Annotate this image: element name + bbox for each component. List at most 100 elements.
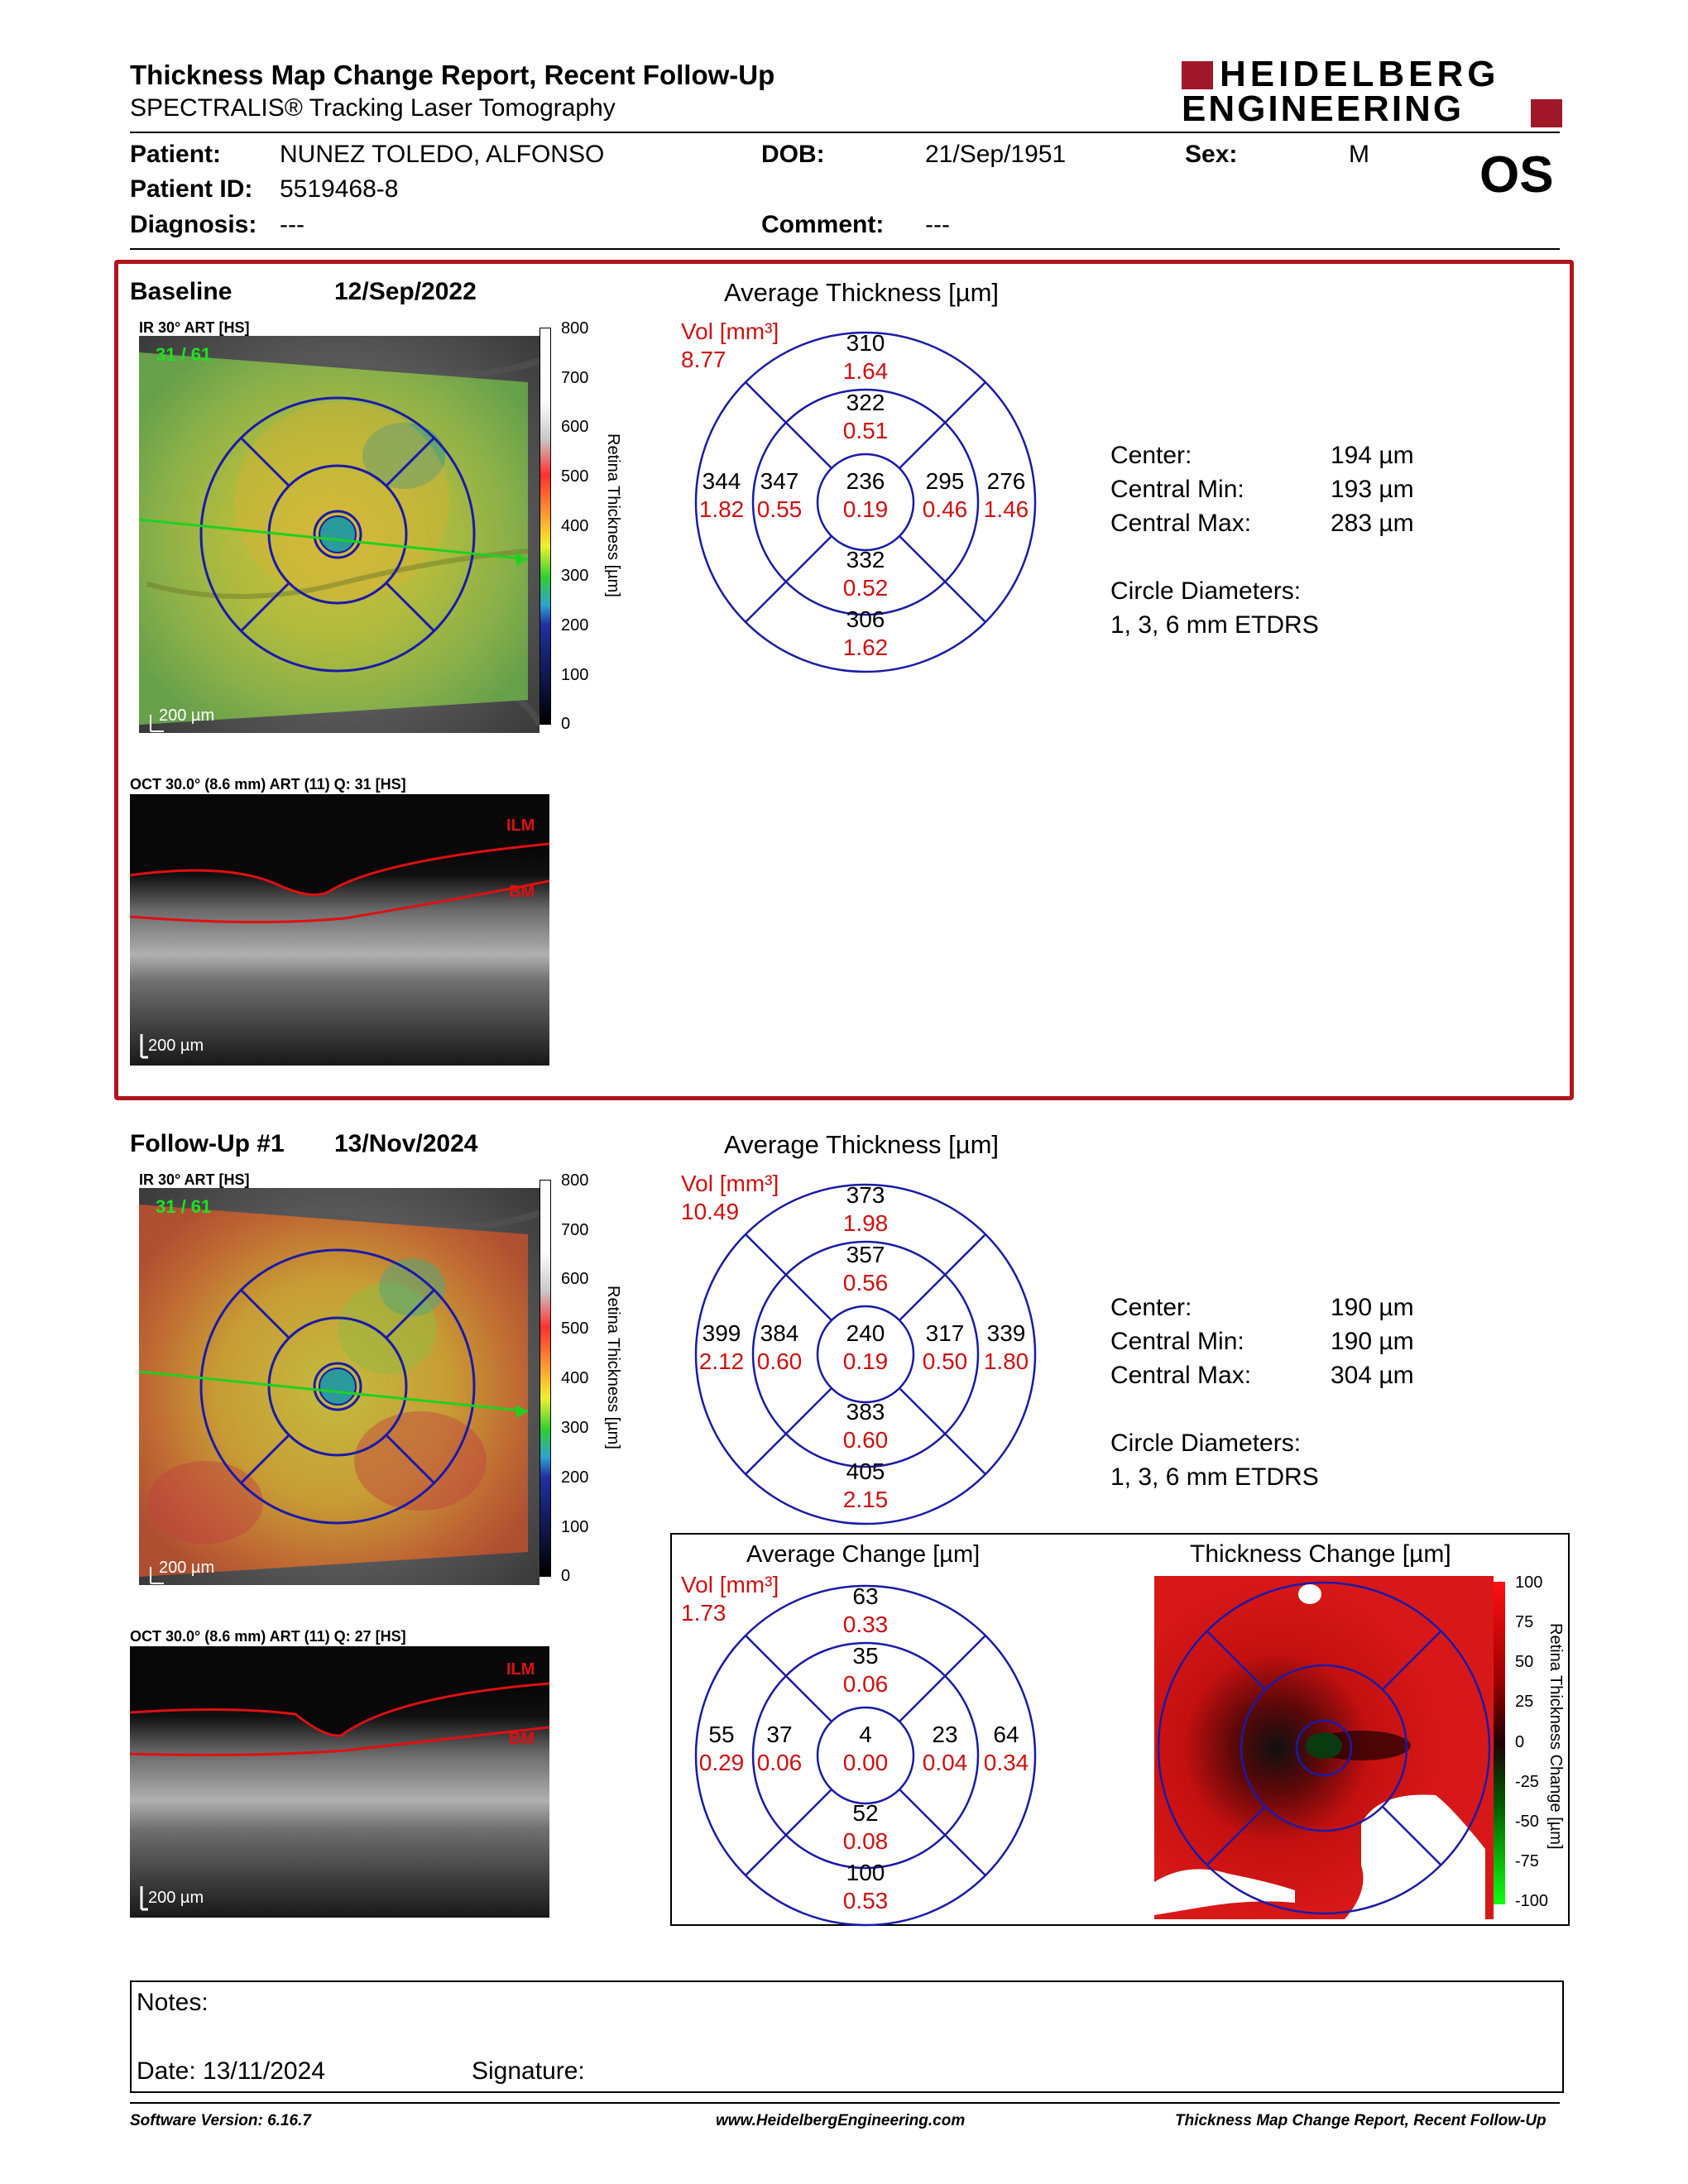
eye-label: OS xyxy=(1479,146,1554,204)
baseline-scale-bar: 200 µm xyxy=(159,706,214,725)
followup-oct-image: ILM BM 200 µm xyxy=(129,1646,550,1918)
patient-name: NUNEZ TOLEDO, ALFONSO xyxy=(280,141,605,168)
change-tick-minus25: -25 xyxy=(1515,1773,1539,1791)
tick-400: 400 xyxy=(561,517,589,535)
change-tick-25: 25 xyxy=(1515,1693,1534,1711)
change-inner-sup-thick: 35 xyxy=(852,1643,879,1669)
baseline-thickness-colorbar: 800 700 600 500 400 300 200 100 0 Retina… xyxy=(539,319,639,733)
sex-value: M xyxy=(1349,141,1369,168)
followup-inner-temp-thick: 384 xyxy=(760,1320,799,1346)
followup-outer-inf-vol: 2.15 xyxy=(842,1487,889,1512)
baseline-outer-temp-thick: 344 xyxy=(702,468,741,494)
followup-outer-nasal-thick: 339 xyxy=(986,1320,1026,1346)
baseline-circle-value: 1, 3, 6 mm ETDRS xyxy=(1110,611,1319,639)
change-etdrs-chart: Vol [mm³] 1.73 63 0.33 35 0.06 55 0.29 3… xyxy=(681,1572,1039,1928)
baseline-center-label: Center: xyxy=(1110,442,1192,469)
change-center-vol: 0.00 xyxy=(842,1750,889,1775)
baseline-frame xyxy=(114,260,1574,1100)
thickness-colorbar-gradient xyxy=(539,328,551,725)
footer-divider xyxy=(130,2102,1560,2104)
patient-id-label: Patient ID: xyxy=(130,175,253,203)
baseline-outer-sup-thick: 310 xyxy=(846,330,885,356)
tick-200: 200 xyxy=(561,616,589,635)
notes-box[interactable] xyxy=(130,1980,1564,2093)
baseline-oct-label: OCT 30.0° (8.6 mm) ART (11) Q: 31 [HS] xyxy=(130,776,406,793)
followup-scale-bar: 200 µm xyxy=(159,1559,214,1577)
followup-outer-inf-thick: 405 xyxy=(846,1458,885,1484)
thickness-colorbar-gradient xyxy=(539,1180,551,1577)
change-colorbar-title: Retina Thickness Change [µm] xyxy=(1547,1623,1565,1850)
change-outer-sup-thick: 63 xyxy=(852,1583,879,1609)
change-avg-title: Average Change [µm] xyxy=(746,1541,981,1568)
logo-text-line2: ENGINEERING xyxy=(1182,89,1465,129)
followup-vol-label: Vol [mm³] xyxy=(681,1171,779,1196)
tick-100: 100 xyxy=(561,1518,589,1536)
baseline-inner-sup-vol: 0.51 xyxy=(842,418,889,443)
change-outer-inf-thick: 100 xyxy=(846,1860,885,1885)
baseline-center-thick: 236 xyxy=(846,468,885,494)
patient-divider xyxy=(130,248,1560,250)
change-tick-minus75: -75 xyxy=(1515,1852,1539,1870)
footer-website[interactable]: www.HeidelbergEngineering.com xyxy=(716,2112,966,2129)
followup-max-value: 304 µm xyxy=(1331,1362,1414,1389)
followup-outer-sup-thick: 373 xyxy=(846,1182,885,1208)
baseline-label: Baseline xyxy=(130,278,233,305)
followup-ir-image: 31 / 61 200 µm xyxy=(137,1188,541,1585)
followup-circle-label: Circle Diameters: xyxy=(1110,1430,1302,1457)
change-colorbar: 100 75 50 25 0 -25 -50 -75 -100 Retina T… xyxy=(1494,1573,1568,1913)
thickness-colorbar-title: Retina Thickness [µm] xyxy=(604,1286,622,1449)
heidelberg-logo: HEIDELBERG ENGINEERING xyxy=(1182,54,1562,132)
followup-center-value: 190 µm xyxy=(1331,1294,1414,1321)
change-outer-inf-vol: 0.53 xyxy=(842,1888,889,1913)
report-subtitle: SPECTRALIS® Tracking Laser Tomography xyxy=(130,94,616,122)
change-inner-inf-thick: 52 xyxy=(852,1800,879,1826)
logo-text-line1: HEIDELBERG xyxy=(1220,54,1500,94)
baseline-circle-label: Circle Diameters: xyxy=(1110,577,1302,605)
baseline-min-label: Central Min: xyxy=(1110,476,1244,503)
notes-signature: Signature: xyxy=(472,2057,585,2085)
baseline-max-label: Central Max: xyxy=(1110,510,1252,537)
change-center-thick: 4 xyxy=(859,1722,872,1747)
patient-label: Patient: xyxy=(130,141,222,168)
change-map-image xyxy=(1154,1576,1494,1919)
followup-outer-temp-vol: 2.12 xyxy=(698,1348,745,1374)
baseline-outer-temp-vol: 1.82 xyxy=(698,496,745,522)
baseline-center-value: 194 µm xyxy=(1331,442,1414,469)
baseline-inner-inf-vol: 0.52 xyxy=(842,575,889,601)
baseline-avg-title: Average Thickness [µm] xyxy=(724,278,1000,307)
report-title: Thickness Map Change Report, Recent Foll… xyxy=(130,60,775,90)
change-vol-label: Vol [mm³] xyxy=(681,1572,779,1597)
tick-800: 800 xyxy=(561,319,589,338)
followup-oct-label: OCT 30.0° (8.6 mm) ART (11) Q: 27 [HS] xyxy=(130,1628,406,1645)
followup-center-label: Center: xyxy=(1110,1294,1192,1321)
tick-800: 800 xyxy=(561,1171,589,1190)
change-map-title: Thickness Change [µm] xyxy=(1190,1540,1451,1568)
baseline-inner-temp-vol: 0.55 xyxy=(756,496,803,522)
baseline-outer-inf-vol: 1.62 xyxy=(842,635,889,660)
baseline-date: 12/Sep/2022 xyxy=(334,278,477,305)
followup-inner-sup-thick: 357 xyxy=(846,1242,885,1267)
tick-700: 700 xyxy=(561,1221,589,1239)
tick-300: 300 xyxy=(561,1419,589,1437)
change-inner-sup-vol: 0.06 xyxy=(842,1671,889,1697)
change-tick-50: 50 xyxy=(1515,1653,1534,1671)
tick-600: 600 xyxy=(561,418,589,436)
baseline-ilm-label: ILM xyxy=(506,817,535,835)
baseline-inner-nasal-vol: 0.46 xyxy=(922,496,968,522)
tick-400: 400 xyxy=(561,1369,589,1387)
baseline-inner-temp-thick: 347 xyxy=(760,468,799,494)
change-box xyxy=(670,1533,1570,1926)
baseline-vol-label: Vol [mm³] xyxy=(681,318,779,344)
followup-avg-title: Average Thickness [µm] xyxy=(724,1130,1000,1159)
logo-block-top xyxy=(1182,61,1213,89)
followup-thickness-colorbar: 800 700 600 500 400 300 200 100 0 Retina… xyxy=(539,1171,639,1585)
tick-500: 500 xyxy=(561,467,589,486)
followup-min-label: Central Min: xyxy=(1110,1328,1244,1355)
baseline-inner-sup-thick: 322 xyxy=(846,390,885,415)
change-inner-nasal-thick: 23 xyxy=(932,1722,958,1747)
followup-vol-total: 10.49 xyxy=(681,1199,740,1224)
change-outer-temp-vol: 0.29 xyxy=(698,1750,745,1775)
baseline-vol-total: 8.77 xyxy=(681,347,727,372)
dob-value: 21/Sep/1951 xyxy=(925,141,1067,168)
dob-label: DOB: xyxy=(761,141,825,168)
